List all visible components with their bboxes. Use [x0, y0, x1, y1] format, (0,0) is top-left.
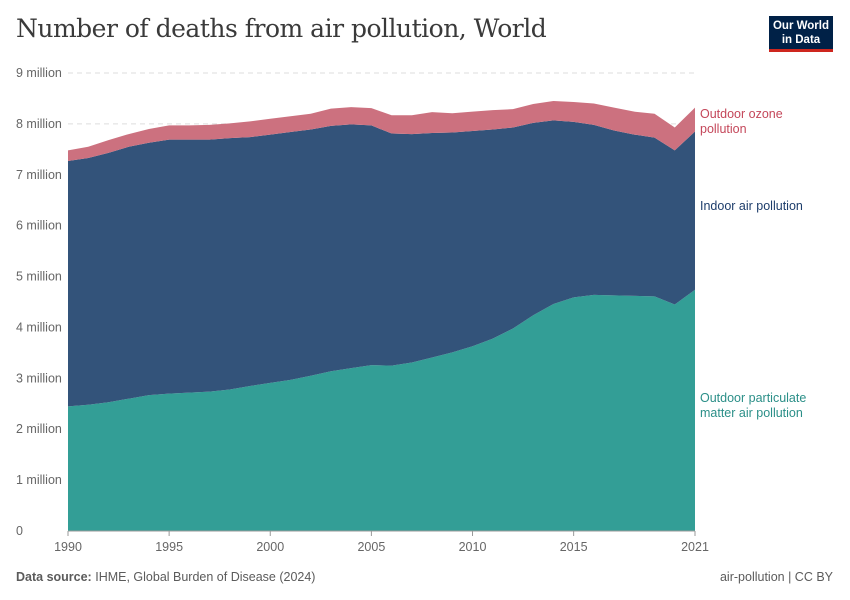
y-tick-label: 3 million — [16, 371, 62, 385]
y-tick-label: 5 million — [16, 270, 62, 284]
data-source-label: Data source: — [16, 570, 92, 584]
y-tick-label: 1 million — [16, 473, 62, 487]
y-tick-label: 8 million — [16, 117, 62, 131]
data-source-text[interactable]: IHME, Global Burden of Disease (2024) — [95, 570, 316, 584]
x-tick-label: 2015 — [560, 540, 588, 554]
data-source: Data source: IHME, Global Burden of Dise… — [16, 570, 315, 584]
legend-outdoor-ozone: Outdoor ozone pollution — [700, 107, 783, 136]
y-tick-label: 7 million — [16, 168, 62, 182]
area-series-1 — [68, 120, 695, 407]
legend-outdoor-particulate: Outdoor particulate matter air pollution — [700, 391, 807, 420]
x-tick-label: 2010 — [459, 540, 487, 554]
owid-logo[interactable]: Our World in Data — [769, 16, 833, 52]
x-tick-label: 1995 — [155, 540, 183, 554]
license-link[interactable]: air-pollution | CC BY — [719, 570, 833, 584]
chart-title: Number of deaths from air pollution, Wor… — [16, 14, 547, 43]
legend-indoor: Indoor air pollution — [700, 199, 803, 213]
y-tick-label: 9 million — [16, 66, 62, 80]
y-tick-label: 6 million — [16, 219, 62, 233]
area-series-2 — [68, 100, 695, 162]
x-tick-label: 1990 — [54, 540, 82, 554]
x-tick-label: 2021 — [681, 540, 709, 554]
x-tick-label: 2005 — [357, 540, 385, 554]
y-tick-label: 2 million — [16, 422, 62, 436]
x-tick-label: 2000 — [256, 540, 284, 554]
y-tick-label: 0 — [16, 524, 23, 538]
y-tick-label: 4 million — [16, 320, 62, 334]
area-series-0 — [68, 289, 695, 531]
